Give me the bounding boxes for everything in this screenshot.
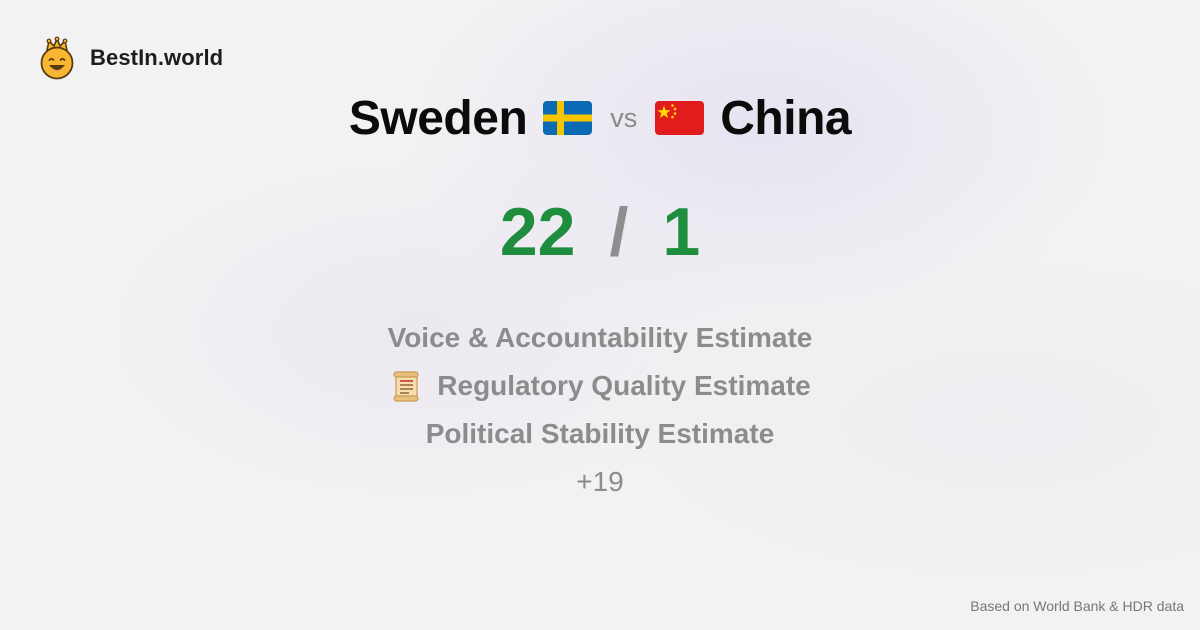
- brand[interactable]: BestIn.world: [38, 36, 223, 80]
- left-country-name: Sweden: [348, 91, 528, 145]
- metric-label: Regulatory Quality Estimate: [437, 370, 811, 401]
- scroll-icon: [393, 371, 419, 402]
- data-source-note: Based on World Bank & HDR data: [970, 598, 1184, 614]
- china-flag-icon: [655, 101, 705, 135]
- comparison-headline: Sweden vs China: [0, 88, 1200, 148]
- metric-item: Voice & Accountability Estimate: [388, 314, 813, 362]
- metric-item: Regulatory Quality Estimate: [389, 362, 811, 410]
- crowned-smiley-icon: [40, 36, 74, 80]
- brand-name: BestIn.world: [90, 45, 224, 70]
- vs-label: vs: [610, 102, 638, 133]
- metric-label: Political Stability Estimate: [425, 418, 775, 449]
- more-label: +19: [576, 466, 624, 497]
- right-score: 1: [662, 194, 701, 270]
- sweden-flag-icon: [543, 101, 593, 135]
- right-country-name: China: [720, 91, 852, 145]
- more-metrics-count: +19: [576, 458, 624, 506]
- metric-item: Political Stability Estimate: [426, 410, 775, 458]
- left-score: 22: [499, 194, 576, 270]
- metric-list: Voice & Accountability Estimate Regulato…: [0, 314, 1200, 506]
- score-separator: /: [609, 194, 629, 270]
- metric-label: Voice & Accountability Estimate: [387, 322, 813, 353]
- score: 22 / 1: [0, 192, 1200, 272]
